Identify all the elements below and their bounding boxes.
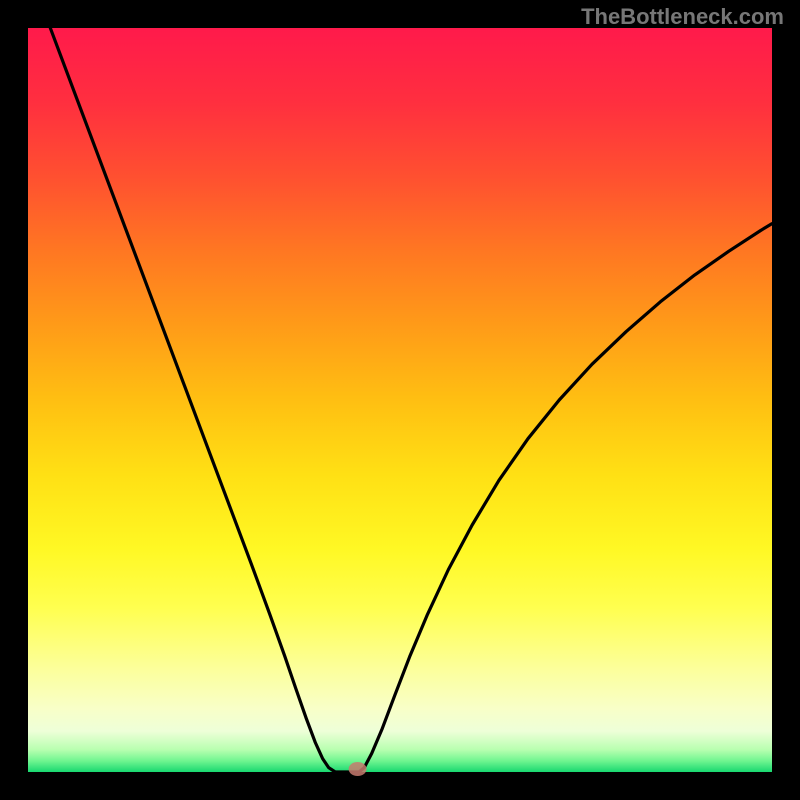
optimum-marker [349, 762, 367, 776]
chart-container: { "canvas": { "width": 800, "height": 80… [0, 0, 800, 800]
bottleneck-chart-svg [0, 0, 800, 800]
watermark-text: TheBottleneck.com [581, 4, 784, 30]
plot-area [28, 28, 772, 772]
